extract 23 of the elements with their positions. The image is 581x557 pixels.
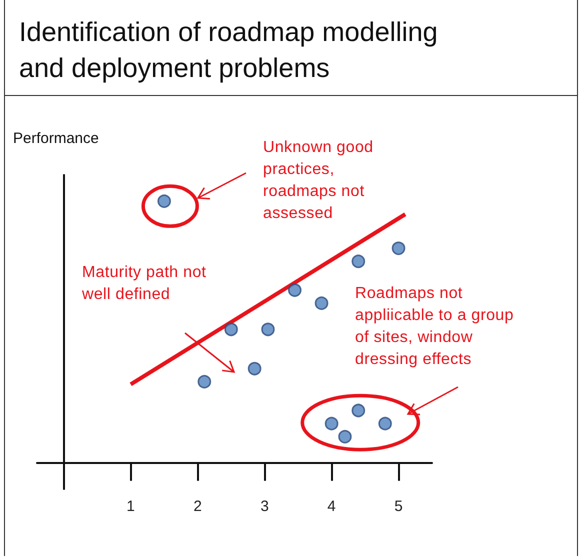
chart-title: Identification of roadmap modelling and deployment problems (19, 16, 439, 85)
point (378, 416, 392, 430)
point (352, 254, 366, 268)
point (248, 362, 262, 376)
x-tick-label: 2 (194, 498, 202, 515)
point (288, 283, 302, 297)
annotation: Unknown good practices, roadmaps not assessed (263, 138, 374, 224)
point (314, 296, 328, 310)
y-axis-title: Performance (13, 130, 99, 147)
point (224, 322, 238, 336)
point (157, 194, 171, 208)
point (352, 404, 366, 418)
point (338, 430, 352, 444)
point (324, 416, 338, 430)
x-tick-label: 5 (394, 498, 403, 515)
annotation: Maturity path not well defined (82, 263, 208, 305)
x-tick-label: 4 (327, 498, 336, 515)
point (261, 322, 275, 336)
annotation: Roadmaps not appliicable to a group of sites, window dressing effects (355, 284, 515, 370)
x-tick-label: 1 (126, 498, 135, 515)
point (392, 242, 406, 256)
point (198, 374, 212, 388)
x-tick-label: 3 (260, 498, 269, 515)
